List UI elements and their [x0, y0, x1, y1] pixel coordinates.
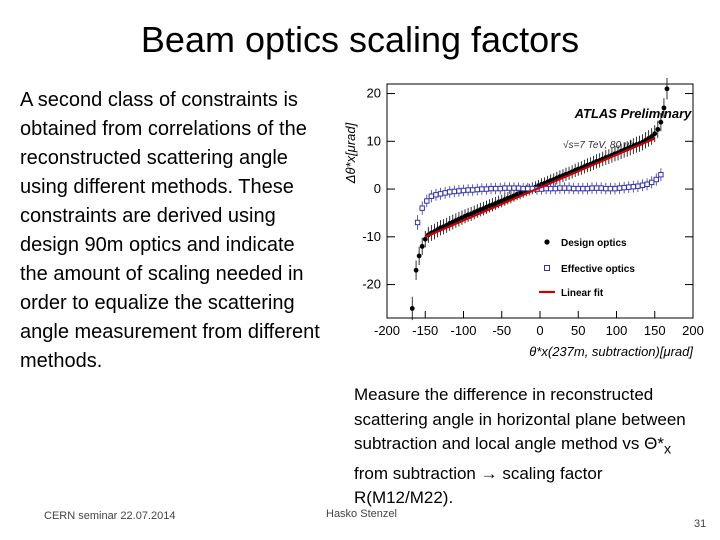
effective-optics-point — [639, 182, 646, 188]
caption-subscript: x — [663, 441, 672, 458]
effective-optics-point — [451, 188, 458, 195]
chart-title: ATLAS Preliminary — [574, 106, 693, 121]
effective-optics-point — [424, 198, 430, 204]
caption-text-post: from subtraction → scaling factor R(M12/… — [354, 463, 603, 508]
effective-optics-point — [648, 179, 655, 186]
design-optics-point — [419, 243, 425, 249]
effective-optics-point — [488, 185, 494, 192]
legend-design-optics: Design optics — [561, 238, 627, 249]
y-tick-label: 20 — [367, 86, 381, 101]
effective-optics-point — [630, 183, 637, 190]
legend-effective-marker — [544, 265, 550, 271]
effective-optics-point — [479, 186, 485, 192]
x-tick-label: 200 — [682, 323, 704, 338]
effective-optics-point — [658, 172, 664, 178]
x-tick-label: 0 — [536, 323, 543, 338]
effective-optics-point — [456, 188, 462, 194]
effective-optics-point — [419, 205, 425, 211]
linear-fit-line — [424, 137, 656, 238]
design-optics-point — [409, 306, 415, 311]
y-tick-label: 10 — [367, 133, 381, 148]
slide-title: Beam optics scaling factors — [140, 19, 580, 60]
effective-optics-point — [483, 186, 490, 192]
legend-effective-optics: Effective optics — [561, 264, 635, 275]
effective-optics-point — [543, 185, 549, 192]
effective-optics-point — [635, 183, 641, 189]
effective-optics-point — [603, 185, 609, 192]
effective-optics-point — [548, 185, 554, 192]
design-optics-point — [413, 267, 419, 273]
y-tick-label: -10 — [362, 229, 381, 244]
effective-optics-point — [557, 185, 563, 191]
effective-optics-point — [506, 185, 513, 191]
x-tick-label: 50 — [571, 323, 585, 338]
effective-optics-point — [433, 192, 439, 198]
y-tick-label: 0 — [374, 181, 381, 196]
effective-optics-point — [626, 184, 632, 190]
effective-optics-point — [442, 190, 448, 196]
scatter-chart: -200 -150 -100 -50 0 50 100 150 20020100-10-20θ*… — [343, 78, 704, 359]
x-tick-label: -50 — [492, 323, 511, 338]
effective-optics-point — [515, 185, 522, 191]
design-optics-point — [655, 126, 661, 132]
x-tick-label: -200 — [374, 323, 400, 338]
effective-optics-point — [511, 185, 517, 191]
effective-optics-point — [525, 185, 531, 192]
legend-linear-fit: Linear fit — [561, 288, 604, 299]
design-optics-point — [661, 105, 667, 111]
effective-optics-point — [580, 185, 586, 192]
effective-optics-point — [575, 185, 581, 192]
effective-optics-point — [589, 185, 595, 191]
effective-optics-point — [566, 185, 572, 191]
effective-optics-point — [593, 185, 600, 191]
design-optics-point — [652, 131, 658, 137]
page-number: 31 — [694, 518, 707, 530]
effective-optics-point — [561, 185, 568, 191]
x-tick-label: -100 — [450, 323, 476, 338]
legend-design-marker — [544, 239, 550, 245]
effective-optics-point — [460, 187, 467, 194]
effective-optics-point — [616, 185, 623, 191]
effective-optics-point — [653, 176, 659, 183]
effective-optics-point — [437, 191, 444, 197]
effective-optics-point — [497, 185, 503, 192]
effective-optics-point — [474, 186, 480, 193]
caption-text-pre: Measure the difference in reconstructed … — [354, 385, 686, 453]
design-optics-point — [664, 86, 670, 92]
body-text: A second class of constraints is obtaine… — [20, 89, 320, 372]
effective-optics-point — [447, 189, 453, 195]
y-axis-label: Δθ*x[μrad] — [343, 122, 358, 184]
effective-optics-point — [570, 185, 577, 192]
chart-caption: Measure the difference in reconstructed … — [354, 383, 704, 511]
x-tick-label: 150 — [644, 323, 666, 338]
effective-optics-point — [598, 185, 604, 191]
effective-optics-point — [520, 185, 526, 192]
effective-optics-point — [607, 185, 614, 192]
effective-optics-point — [612, 185, 618, 192]
chart-panel: -200 -150 -100 -50 0 50 100 150 200 20 10 0 -10 -20 θ*… — [335, 78, 705, 368]
footer-center: Hasko Stenzel — [326, 508, 397, 520]
footer-left: CERN seminar 22.07.2014 — [44, 510, 176, 522]
design-optics-point — [416, 253, 422, 259]
effective-optics-point — [552, 185, 559, 192]
effective-optics-point — [469, 187, 476, 193]
effective-optics-point — [584, 185, 591, 192]
effective-optics-point — [414, 219, 421, 226]
design-optics-point — [422, 236, 428, 242]
effective-optics-point — [465, 187, 471, 193]
effective-optics-point — [621, 184, 627, 191]
x-axis-label: θ*x(237m, subtraction)[μrad] — [529, 344, 693, 359]
y-tick-label: -20 — [362, 277, 381, 292]
effective-optics-point — [502, 185, 508, 191]
design-optics-point — [658, 119, 664, 125]
effective-optics-point — [428, 193, 435, 199]
effective-optics-point — [492, 185, 499, 192]
x-tick-label: 100 — [606, 323, 628, 338]
effective-optics-point — [644, 181, 650, 187]
x-tick-label: -150 — [412, 323, 438, 338]
design-optics-point — [649, 134, 655, 139]
